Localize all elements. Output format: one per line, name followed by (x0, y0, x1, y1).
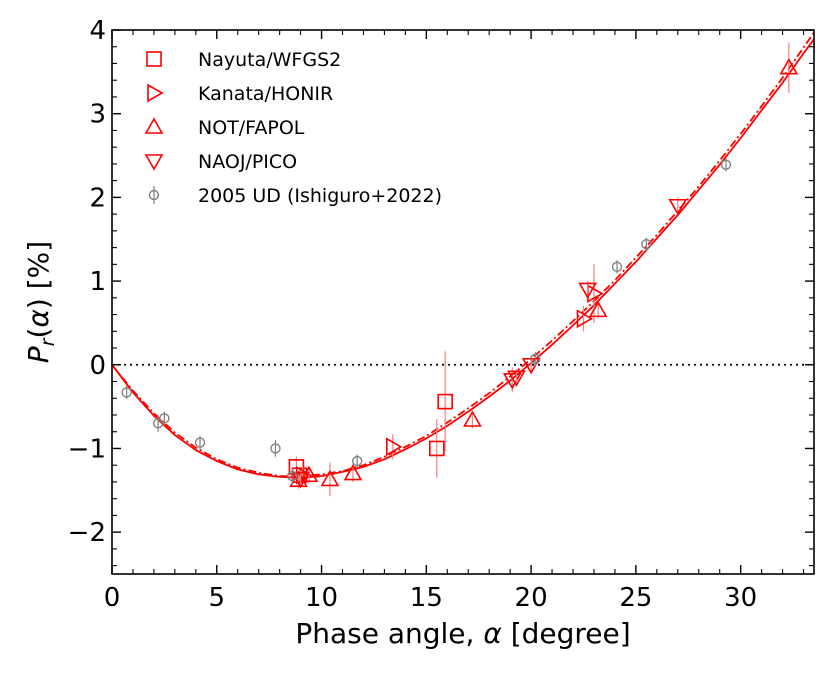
y-tick-label: 4 (89, 16, 106, 46)
legend-label: Nayuta/WFGS2 (198, 49, 341, 71)
data-point-circle (121, 387, 132, 398)
data-point-circle (720, 159, 732, 170)
data-point-triangle-right (385, 437, 403, 457)
x-tick-label: 20 (515, 583, 548, 613)
x-axis-label-symbol: α (483, 617, 502, 650)
legend-marker-square (146, 51, 162, 67)
legend-label: 2005 UD (Ishiguro+2022) (198, 185, 442, 207)
axis-ticks (111, 29, 814, 574)
x-tick-label: 15 (410, 583, 443, 613)
data-point-circle (159, 413, 170, 424)
data-point-triangle-up (299, 465, 319, 483)
y-axis-label: Pr(α) [%] (22, 241, 59, 363)
x-tick-label: 25 (619, 583, 652, 613)
fit-curve-solid (112, 38, 814, 479)
legend-marker-circle (148, 189, 160, 201)
data-point-triangle-down (507, 370, 526, 387)
x-tick-label: 0 (104, 583, 121, 613)
legend-label: NAOJ/PICO (198, 151, 297, 173)
legend-marker-triangle-right (147, 83, 164, 103)
data-point-circle (351, 455, 363, 467)
series-circle (121, 158, 732, 485)
legend-marker-triangle-up (144, 117, 164, 134)
fit-curve-dashdot (112, 31, 814, 478)
data-point-triangle-down (291, 471, 310, 489)
legend-label: Kanata/HONIR (198, 83, 333, 105)
axis-tick-labels: 0 5 10 15 20 25 30 −2 −1 0 1 2 3 4 (68, 16, 758, 613)
y-tick-label: 0 (89, 351, 106, 381)
legend-label: NOT/FAPOL (198, 117, 305, 139)
legend: Nayuta/WFGS2 Kanata/HONIR NOT/FAPOL NAOJ/PI… (144, 49, 442, 207)
y-axis-label-p: P (22, 346, 55, 363)
data-point-triangle-down (668, 198, 688, 216)
data-point-triangle-down (578, 282, 598, 300)
data-point-circle (611, 261, 623, 273)
legend-entry: NAOJ/PICO (144, 151, 297, 173)
x-axis-label-text: Phase angle, (295, 617, 483, 650)
x-tick-label: 5 (209, 583, 226, 613)
y-tick-label: 1 (89, 267, 106, 297)
data-point-circle (530, 353, 541, 365)
y-tick-label: −2 (68, 518, 106, 548)
y-axis-label-open: ( (22, 328, 55, 339)
y-tick-label: −1 (68, 434, 106, 464)
data-point-square (437, 393, 453, 410)
data-point-circle (287, 470, 298, 482)
data-point-triangle-right (576, 309, 594, 329)
data-point-triangle-up (320, 469, 340, 487)
series-triangle-up (289, 42, 799, 497)
data-point-circle (194, 437, 206, 448)
data-point-circle (641, 239, 652, 250)
data-point-triangle-up (343, 463, 363, 481)
y-axis-label-alpha: α (22, 309, 55, 328)
fit-curves (112, 31, 814, 479)
x-axis-label: Phase angle, α [degree] (295, 617, 630, 650)
data-point-circle (270, 443, 281, 454)
legend-entry: NOT/FAPOL (144, 117, 305, 139)
y-axis-label-close: ) [%] (22, 241, 55, 309)
plot-frame (111, 29, 815, 575)
legend-entry: Kanata/HONIR (147, 83, 333, 105)
legend-marker-triangle-down (144, 154, 164, 171)
series-triangle-down (291, 197, 688, 489)
data-point-triangle-up (588, 300, 608, 318)
y-tick-label: 2 (89, 183, 106, 213)
data-point-triangle-up (463, 410, 482, 427)
y-axis-label-sub: r (37, 337, 59, 346)
data-point-triangle-up (779, 58, 799, 75)
x-tick-label: 10 (305, 583, 338, 613)
legend-entry: Nayuta/WFGS2 (146, 49, 341, 71)
legend-entry: 2005 UD (Ishiguro+2022) (148, 185, 442, 207)
data-point-circle (152, 418, 164, 429)
y-tick-label: 3 (89, 100, 106, 130)
x-tick-label: 30 (724, 583, 757, 613)
x-axis-label-unit: [degree] (502, 617, 631, 650)
data-points (121, 42, 799, 497)
series-triangle-right (295, 264, 604, 485)
data-point-square (429, 440, 445, 457)
